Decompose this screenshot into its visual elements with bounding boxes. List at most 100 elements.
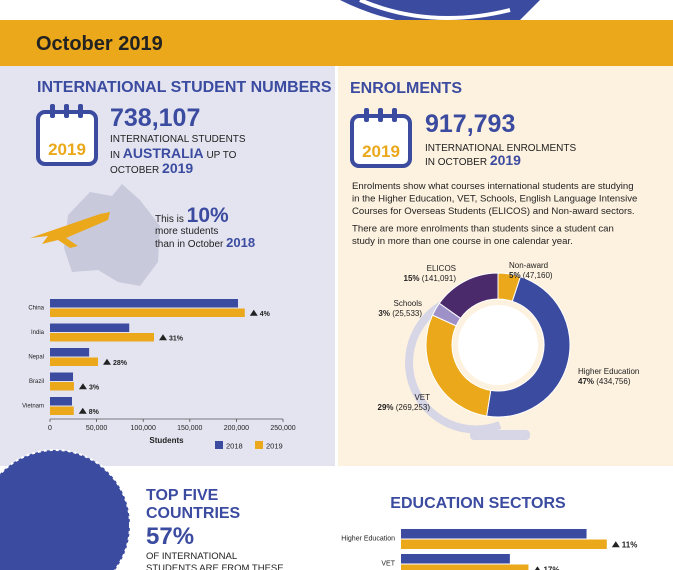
change-arrow	[159, 334, 168, 341]
calendar-icon: 2019	[350, 108, 412, 168]
change-label: 28%	[113, 360, 128, 367]
category-label: China	[28, 306, 44, 312]
bar	[50, 406, 74, 415]
slice-percent: 3%	[378, 309, 390, 318]
slice-name: Non-award	[509, 261, 548, 270]
change-arrow	[78, 407, 87, 414]
slice-percent: 29%	[378, 403, 394, 412]
x-tick-label: 150,000	[177, 425, 202, 432]
heading: ENROLMENTS	[350, 80, 462, 97]
category-label: Nepal	[28, 355, 44, 361]
total: 917,793	[425, 110, 515, 138]
legend-label: 2019	[266, 442, 283, 451]
globe-icon	[0, 449, 131, 570]
slice-count: (47,160)	[523, 271, 553, 280]
total: 738,107	[110, 104, 200, 132]
change-arrow	[102, 358, 111, 365]
bar	[50, 308, 245, 317]
slice-count: (141,091)	[422, 274, 457, 283]
slice-label: 5% (47,160)	[509, 271, 553, 280]
bar	[50, 299, 238, 308]
growth: than in October 2018	[155, 235, 255, 250]
slice-label: 47% (434,756)	[578, 377, 631, 386]
caption: OCTOBER 2019	[110, 160, 193, 176]
growth: more students	[155, 226, 218, 237]
caption: STUDENTS ARE FROM THESE	[146, 563, 284, 570]
change-arrow	[249, 309, 258, 316]
slice-percent: 15%	[404, 274, 420, 283]
change-label: 11%	[622, 540, 638, 549]
slice-count: (25,533)	[392, 309, 422, 318]
change-arrow	[534, 566, 540, 570]
bar	[50, 348, 90, 357]
x-axis-label: Students	[149, 436, 184, 445]
slice-label: 3% (25,533)	[378, 309, 422, 318]
calendar-year: 2019	[362, 142, 400, 161]
plane-icon	[30, 212, 110, 248]
bar	[50, 333, 155, 342]
slice-percent: 5%	[509, 271, 521, 280]
bar	[401, 554, 510, 564]
category-label: Brazil	[29, 379, 44, 385]
globe-icon	[0, 450, 130, 570]
slice	[486, 275, 571, 418]
change-label: 8%	[89, 409, 100, 416]
bar	[401, 539, 607, 549]
header-band	[0, 20, 673, 66]
legend-label: 2018	[226, 442, 243, 451]
decor-arc	[359, 0, 511, 20]
x-tick-label: 200,000	[224, 425, 249, 432]
slice-percent: 47%	[578, 377, 594, 386]
category-label: Vietnam	[22, 404, 44, 410]
bar	[50, 372, 74, 381]
header-title: October 2019	[36, 33, 163, 55]
x-tick-label: 50,000	[86, 425, 108, 432]
slice-label: 15% (141,091)	[404, 274, 457, 283]
calendar-year: 2019	[48, 140, 86, 159]
legend-swatch	[215, 441, 223, 449]
caption: INTERNATIONAL ENROLMENTS	[425, 143, 576, 154]
change-label: 4%	[260, 311, 271, 318]
heading: TOP FIVE	[146, 487, 219, 504]
x-tick-label: 250,000	[270, 425, 295, 432]
change-arrow	[78, 383, 87, 390]
bar	[50, 323, 130, 332]
slice-name: Schools	[394, 299, 422, 308]
caption: OF INTERNATIONAL	[146, 551, 237, 562]
category-label: Higher Education	[341, 536, 395, 543]
change-label: 17%	[543, 565, 559, 570]
category-label: VET	[381, 561, 395, 568]
globe-stand	[470, 430, 530, 440]
slice-name: VET	[414, 393, 430, 402]
slice-count: (269,253)	[396, 403, 431, 412]
heading: COUNTRIES	[146, 505, 241, 522]
caption: IN AUSTRALIA UP TO	[110, 145, 237, 161]
bar	[50, 357, 98, 366]
growth: This is 10%	[155, 204, 229, 227]
paragraph-line: There are more enrolments than students …	[352, 224, 614, 235]
heading: EDUCATION SECTORS	[390, 495, 566, 512]
share: 57%	[146, 523, 194, 550]
category-label: India	[31, 330, 45, 336]
bar	[401, 529, 587, 539]
paragraph-line: in the Higher Education, VET, Schools, E…	[352, 194, 637, 205]
australia-map	[64, 184, 160, 286]
x-tick-label: 0	[48, 425, 52, 432]
heading: INTERNATIONAL STUDENT NUMBERS	[37, 79, 332, 96]
bar	[401, 564, 529, 570]
paragraph-line: Courses for Overseas Students (ELICOS) a…	[352, 206, 635, 217]
change-label: 3%	[89, 384, 100, 391]
bar	[50, 382, 74, 391]
globe-stand	[405, 296, 502, 434]
change-arrow	[611, 541, 620, 548]
slice-name: Higher Education	[578, 367, 639, 376]
caption: INTERNATIONAL STUDENTS	[110, 134, 246, 145]
paragraph-line: Enrolments show what courses internation…	[352, 181, 634, 192]
caption: IN OCTOBER 2019	[425, 152, 521, 168]
x-tick-label: 100,000	[131, 425, 156, 432]
donut-hole	[458, 305, 538, 385]
calendar-icon: 2019	[36, 104, 98, 166]
change-label: 31%	[169, 335, 184, 342]
slice-name: ELICOS	[427, 264, 456, 273]
